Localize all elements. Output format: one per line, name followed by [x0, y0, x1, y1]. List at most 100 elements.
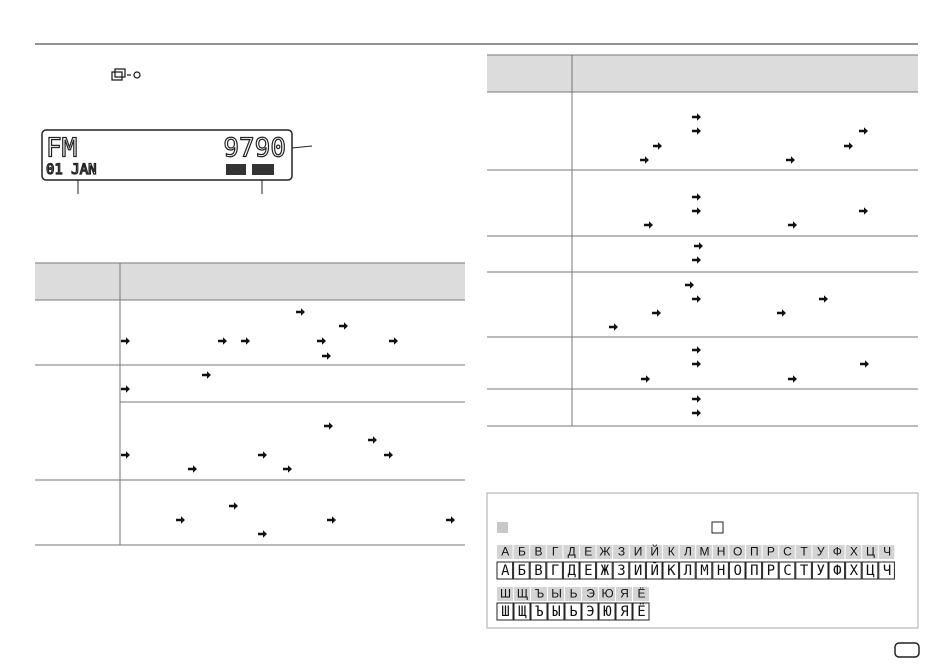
- arrow: [685, 281, 694, 289]
- arrow: [283, 465, 292, 473]
- arrow: [692, 207, 701, 215]
- arrow: [389, 337, 398, 345]
- legend-gray-square: [497, 522, 508, 533]
- letter-cell: [497, 587, 513, 601]
- letter: Н: [717, 545, 726, 559]
- letter-cell: [613, 545, 629, 559]
- letter: З: [618, 545, 625, 559]
- letter-cell: [779, 545, 795, 559]
- segment-letter: Ё: [637, 602, 645, 620]
- letter-cell: [795, 545, 812, 559]
- segment-letter: И: [634, 563, 642, 579]
- arrow: [202, 371, 211, 379]
- segment-letter: К: [667, 563, 676, 579]
- arrow: [788, 221, 797, 229]
- page-tab: [894, 642, 920, 658]
- letter: Э: [586, 587, 595, 601]
- arrow: [692, 346, 701, 354]
- segment-cell: [845, 561, 862, 580]
- segment-cell: [529, 561, 547, 580]
- arrow: [777, 309, 786, 317]
- letter: У: [817, 545, 825, 559]
- arrow: [692, 113, 701, 121]
- arrow: [176, 516, 185, 524]
- letter-cell: [563, 545, 579, 559]
- letter-cell: [497, 545, 513, 559]
- arrow: [692, 395, 701, 403]
- segment-letter: Ь: [569, 604, 577, 620]
- letter: Ж: [599, 545, 610, 559]
- segment-cell: [861, 561, 879, 580]
- letter: Й: [650, 544, 659, 559]
- arrow: [859, 207, 868, 215]
- letter: Ы: [551, 587, 562, 601]
- arrow: [368, 436, 377, 444]
- segment-cell: [645, 561, 663, 580]
- letter-cell: [530, 545, 546, 559]
- arrow: [258, 530, 267, 538]
- letter-cell: [646, 545, 662, 559]
- letter: Ц: [866, 545, 875, 559]
- lcd-frequency: 9790: [223, 134, 286, 164]
- letter-cell: [599, 587, 615, 601]
- settings-icon: [111, 68, 141, 81]
- letter: А: [501, 545, 509, 559]
- segment-cell: [513, 602, 531, 621]
- segment-cell: [496, 561, 514, 580]
- segment-letter: Ц: [866, 563, 875, 579]
- segment-letter: Ю: [603, 604, 612, 620]
- segment-cell: [615, 602, 633, 621]
- letter: Л: [684, 545, 692, 559]
- letter: И: [634, 545, 643, 559]
- letter: Щ: [517, 587, 528, 601]
- segment-letter: Т: [800, 563, 809, 579]
- letter: Р: [767, 545, 775, 559]
- segment-letter: Ъ: [535, 604, 543, 620]
- segment-letter: М: [700, 563, 708, 579]
- arrow: [121, 385, 130, 393]
- segment-letter: Ж: [601, 563, 610, 579]
- segment-cell: [530, 602, 548, 621]
- lcd-band: FM: [46, 134, 77, 164]
- letter: Ю: [601, 587, 613, 601]
- letter-cell: [531, 587, 547, 601]
- letter-cell: [878, 545, 895, 559]
- arrow: [641, 375, 650, 383]
- segment-cell: [513, 561, 530, 580]
- segment-letter: А: [501, 563, 510, 579]
- letter-cell: [663, 545, 679, 559]
- segment-cell: [679, 561, 696, 580]
- segment-cell: [579, 561, 597, 580]
- lcd-date: 01 JAN: [46, 162, 97, 178]
- arrow: [296, 308, 305, 316]
- segment-letter: Н: [717, 563, 725, 579]
- letters: ААББВВГГДДЕЕЖЖЗЗИИЙЙККЛЛММННООППРРССТТУУ…: [496, 544, 895, 621]
- letter: Ё: [637, 587, 645, 601]
- arrow: [324, 422, 333, 430]
- letter-cell: [729, 545, 745, 559]
- segment-cell: [612, 561, 630, 580]
- segment-cell: [728, 561, 746, 580]
- arrow: [229, 502, 238, 510]
- arrow: [258, 451, 267, 459]
- letter-cell: [546, 545, 563, 559]
- letter: М: [700, 545, 710, 559]
- arrow: [692, 256, 701, 264]
- letter-cell: [829, 545, 845, 559]
- letter-cell: [629, 545, 646, 559]
- arrow: [692, 409, 701, 417]
- segment-cell: [596, 561, 613, 580]
- arrow: [819, 295, 828, 303]
- segment-letter: Л: [684, 563, 692, 579]
- segment-cell: [581, 602, 599, 621]
- arrow: [692, 360, 701, 368]
- letter: Ш: [500, 587, 511, 601]
- segment-cell: [745, 561, 763, 580]
- segment-cell: [632, 602, 650, 621]
- letter: Т: [800, 545, 808, 559]
- letter-cell: [548, 587, 564, 601]
- segment-letter: Ф: [833, 563, 841, 579]
- segment-letter: Й: [650, 561, 658, 579]
- segment-letter: Р: [767, 563, 775, 579]
- letter-cell: [596, 545, 613, 559]
